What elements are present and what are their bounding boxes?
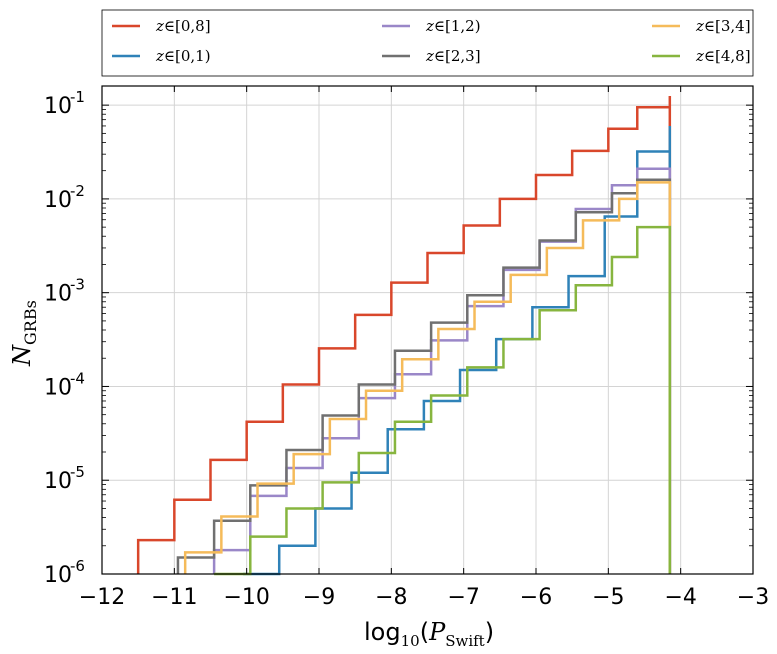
- legend-label: z∈[1,2): [425, 17, 481, 35]
- y-axis-ticks: 10-610-510-410-310-210-1: [44, 88, 753, 588]
- legend-frame: [101, 9, 754, 77]
- x-tick-label: −9: [303, 585, 335, 610]
- x-tick-label: −8: [375, 585, 407, 610]
- y-tick-label: 10: [44, 375, 72, 400]
- x-tick-label: −7: [447, 585, 479, 610]
- y-tick-exponent: -4: [70, 369, 85, 387]
- legend-label: z∈[3,4]: [695, 17, 751, 35]
- x-tick-label: −12: [79, 585, 125, 610]
- series-line-3: [176, 178, 672, 574]
- y-tick-exponent: -5: [70, 463, 85, 481]
- x-tick-label: −6: [520, 585, 552, 610]
- series-line-2: [212, 167, 672, 574]
- y-tick-exponent: -2: [70, 182, 85, 200]
- y-tick-exponent: -3: [70, 276, 85, 294]
- x-tick-label: −11: [151, 585, 197, 610]
- series-line-4: [183, 181, 672, 574]
- legend-label: z∈[2,3]: [425, 47, 481, 65]
- x-axis-label-text: log10(PSwift): [364, 618, 494, 650]
- y-tick-label: 10: [44, 188, 72, 213]
- legend-label: z∈[0,1): [155, 47, 211, 65]
- y-axis-label: NGRBs: [8, 300, 40, 367]
- series-line-1: [243, 125, 672, 576]
- x-tick-label: −4: [664, 585, 696, 610]
- x-axis-label: log10(PSwift): [364, 618, 494, 650]
- x-tick-label: −10: [223, 585, 269, 610]
- legend-label: z∈[4,8]: [695, 47, 751, 65]
- legend-label: z∈[0,8]: [155, 17, 211, 35]
- series-layer: [136, 96, 672, 576]
- y-tick-label: 10: [44, 563, 72, 588]
- y-axis-label-text: NGRBs: [8, 300, 40, 367]
- y-tick-label: 10: [44, 469, 72, 494]
- y-tick-exponent: -1: [70, 88, 85, 106]
- legend: z∈[0,8] z∈[1,2) z∈[3,4] z∈[0,1) z∈[2,3] z∈[4,…: [101, 9, 754, 77]
- y-tick-label: 10: [44, 282, 72, 307]
- x-tick-label: −3: [737, 585, 769, 610]
- series-line-5: [214, 225, 672, 576]
- y-tick-exponent: -6: [70, 557, 85, 575]
- x-tick-label: −5: [592, 585, 624, 610]
- series-line-0: [136, 96, 672, 574]
- grid: [102, 86, 753, 574]
- y-tick-label: 10: [44, 94, 72, 119]
- x-axis-ticks: −12 −11 −10 −9 −8 −7 −6 −5 −4 −3: [79, 86, 769, 610]
